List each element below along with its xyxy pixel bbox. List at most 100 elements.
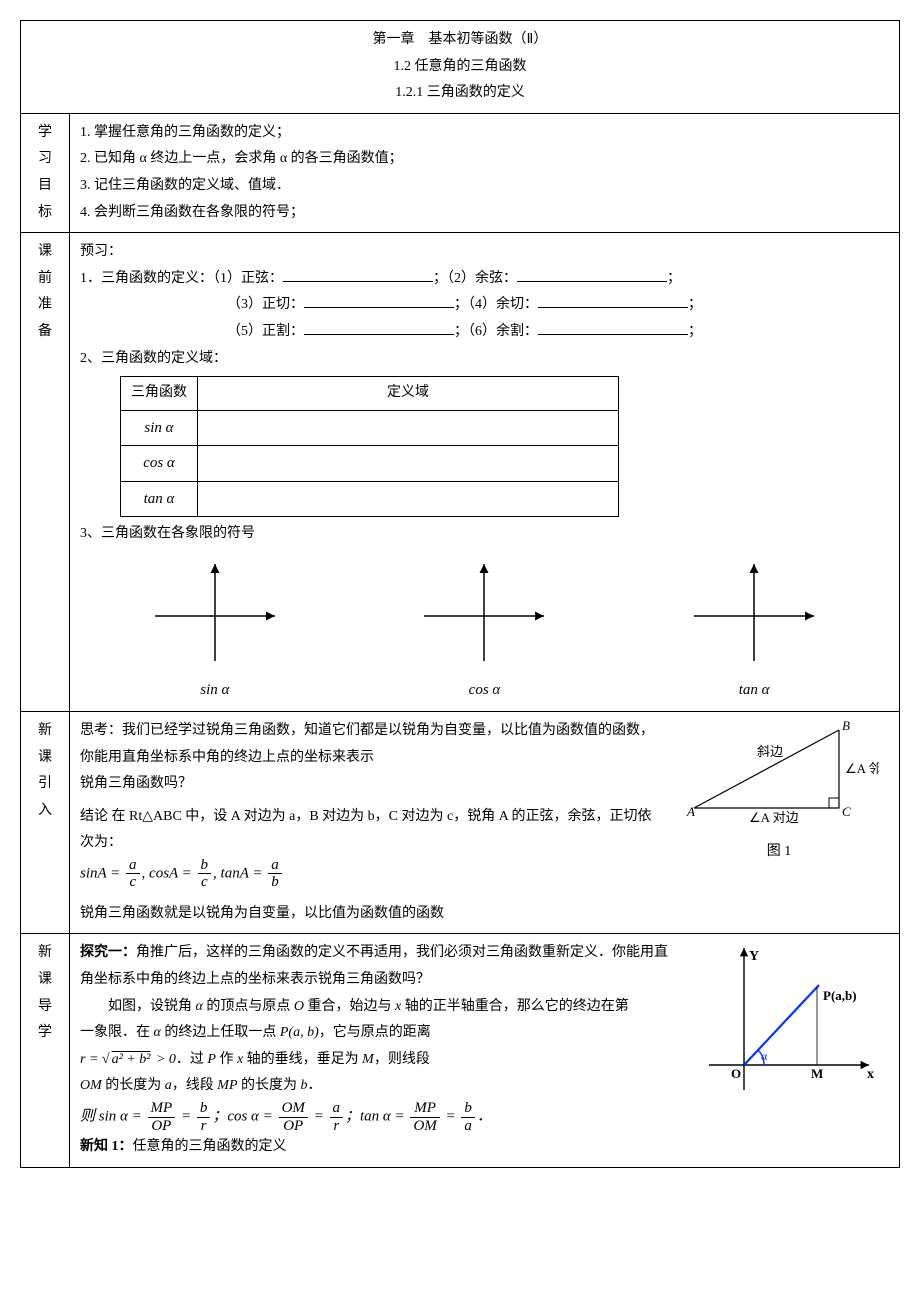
num: MP: [410, 1100, 439, 1118]
text: 作: [216, 1052, 237, 1067]
chapter-title: 第一章 基本初等函数（Ⅱ）: [31, 27, 889, 54]
text: ；cos α =: [212, 1108, 276, 1124]
point-p: P(a, b): [280, 1025, 319, 1040]
axes-tan-label: tan α: [684, 676, 824, 705]
explore-body: 角推广后，这样的三角函数的定义不再适用，我们必须对三角函数重新定义．你能用直角坐…: [80, 945, 668, 987]
text: ．过: [176, 1052, 208, 1067]
text: 的终边上任取一点: [161, 1025, 280, 1040]
domain-col-domain: 定义域: [198, 377, 619, 411]
goal-item: 2. 已知角 α 终边上一点，会求角 α 的各三角函数值；: [80, 146, 889, 173]
guide-cell: Y x O M P(a,b) α 探究一：角推广后，这样的三角函数的定义不再适用…: [70, 934, 900, 1167]
den: r: [330, 1118, 344, 1135]
domain-cell[interactable]: [198, 446, 619, 482]
document-table: 第一章 基本初等函数（Ⅱ） 1.2 任意角的三角函数 1.2.1 三角函数的定义…: [20, 20, 900, 1168]
triangle-icon: A B C 斜边 ∠A 邻边 ∠A 对边: [679, 718, 879, 828]
goals-cell: 1. 掌握任意角的三角函数的定义； 2. 已知角 α 终边上一点，会求角 α 的…: [70, 113, 900, 232]
text: , cosA =: [142, 865, 196, 881]
text: ；: [688, 324, 702, 339]
subsection-title: 1.2.1 三角函数的定义: [31, 80, 889, 107]
axes-cos: cos α: [414, 556, 554, 705]
domain-cell[interactable]: [198, 410, 619, 446]
coord-icon: Y x O M P(a,b) α: [699, 940, 879, 1100]
intro-summary: 锐角三角函数就是以锐角为自变量，以比值为函数值的函数: [80, 901, 889, 928]
blank-input[interactable]: [304, 320, 454, 335]
num: OM: [279, 1100, 308, 1118]
goal-item: 1. 掌握任意角的三角函数的定义；: [80, 120, 889, 147]
text: ；tan α =: [345, 1108, 408, 1124]
alpha: α: [154, 1025, 161, 1040]
def-cos-label: ；（2）余弦：: [433, 271, 517, 286]
num: b: [198, 857, 212, 875]
den: a: [461, 1118, 475, 1135]
explore-title: 探究一：: [80, 945, 136, 960]
den: c: [126, 874, 140, 891]
triangle-figure: A B C 斜边 ∠A 邻边 ∠A 对边 图 1: [679, 718, 879, 865]
domain-col-func: 三角函数: [121, 377, 198, 411]
axes-icon: [145, 556, 285, 666]
svg-text:∠A 对边: ∠A 对边: [749, 810, 799, 825]
def-sec-label: （5）正割：: [227, 324, 304, 339]
svg-text:α: α: [761, 1049, 768, 1063]
blank-input[interactable]: [283, 267, 433, 282]
num: b: [461, 1100, 475, 1118]
header-cell: 第一章 基本初等函数（Ⅱ） 1.2 任意角的三角函数 1.2.1 三角函数的定义: [21, 21, 900, 114]
text: 的长度为: [102, 1078, 165, 1093]
num: a: [268, 857, 282, 875]
axes-tan: tan α: [684, 556, 824, 705]
den: OP: [148, 1118, 176, 1135]
def-line-3: （5）正割： ；（6）余割： ；: [80, 319, 889, 346]
text: 的顶点与原点: [203, 999, 294, 1014]
domain-row-tan: tan α: [121, 481, 198, 517]
num: MP: [148, 1100, 176, 1118]
domain-table: 三角函数 定义域 sin α cos α tan α: [120, 376, 619, 517]
axes-cos-label: cos α: [414, 676, 554, 705]
def-cot-label: ；（4）余切：: [454, 297, 538, 312]
text: 一象限．在: [80, 1025, 154, 1040]
know-line: 新知 1：任意角的三角函数的定义: [80, 1134, 889, 1161]
blank-input[interactable]: [538, 320, 688, 335]
domain-cell[interactable]: [198, 481, 619, 517]
goal-item: 3. 记住三角函数的定义域、值域．: [80, 173, 889, 200]
triangle-caption: 图 1: [679, 839, 879, 866]
text: 则 sin α =: [80, 1108, 146, 1124]
axes-sin: sin α: [145, 556, 285, 705]
text: 轴的正半轴重合，那么它的终边在第: [401, 999, 629, 1014]
goal-item: 4. 会判断三角函数在各象限的符号；: [80, 200, 889, 227]
den: OP: [279, 1118, 308, 1135]
def-line-1: 1．三角函数的定义：（1）正弦：；（2）余弦：；: [80, 266, 889, 293]
goals-label: 学习目标: [21, 113, 70, 232]
num: a: [126, 857, 140, 875]
def-sin-label: 1．三角函数的定义：（1）正弦：: [80, 271, 283, 286]
blank-input[interactable]: [304, 293, 454, 308]
blank-input[interactable]: [538, 293, 688, 308]
def-tan-label: （3）正切：: [227, 297, 304, 312]
quadrant-title: 3、三角函数在各象限的符号: [80, 521, 889, 548]
blank-input[interactable]: [517, 267, 667, 282]
alpha: α: [196, 999, 203, 1014]
axes-sin-label: sin α: [145, 676, 285, 705]
def-csc-label: ；（6）余割：: [454, 324, 538, 339]
text: ，它与原点的距离: [319, 1025, 431, 1040]
b: b: [301, 1078, 308, 1093]
text: ．: [308, 1078, 322, 1093]
svg-text:x: x: [867, 1067, 874, 1082]
text: 重合，始边与: [304, 999, 395, 1014]
svg-text:Y: Y: [749, 949, 759, 964]
text: 轴的垂线，垂足为: [243, 1052, 362, 1067]
coord-figure: Y x O M P(a,b) α: [699, 940, 879, 1111]
text: ；: [688, 297, 702, 312]
svg-text:B: B: [842, 718, 850, 733]
svg-text:斜边: 斜边: [757, 744, 783, 759]
om: OM: [80, 1078, 102, 1093]
axes-icon: [684, 556, 824, 666]
gt0: > 0: [152, 1052, 175, 1067]
mp: MP: [217, 1078, 237, 1093]
svg-text:C: C: [842, 804, 851, 819]
den: b: [268, 874, 282, 891]
den: c: [198, 874, 212, 891]
svg-text:M: M: [811, 1066, 823, 1081]
prep-cell: 预习： 1．三角函数的定义：（1）正弦：；（2）余弦：； （3）正切：；（4）余…: [70, 233, 900, 712]
guide-label: 新课导学: [21, 934, 70, 1167]
text: , tanA =: [213, 865, 266, 881]
sqrt-body: a² + b²: [110, 1052, 153, 1067]
